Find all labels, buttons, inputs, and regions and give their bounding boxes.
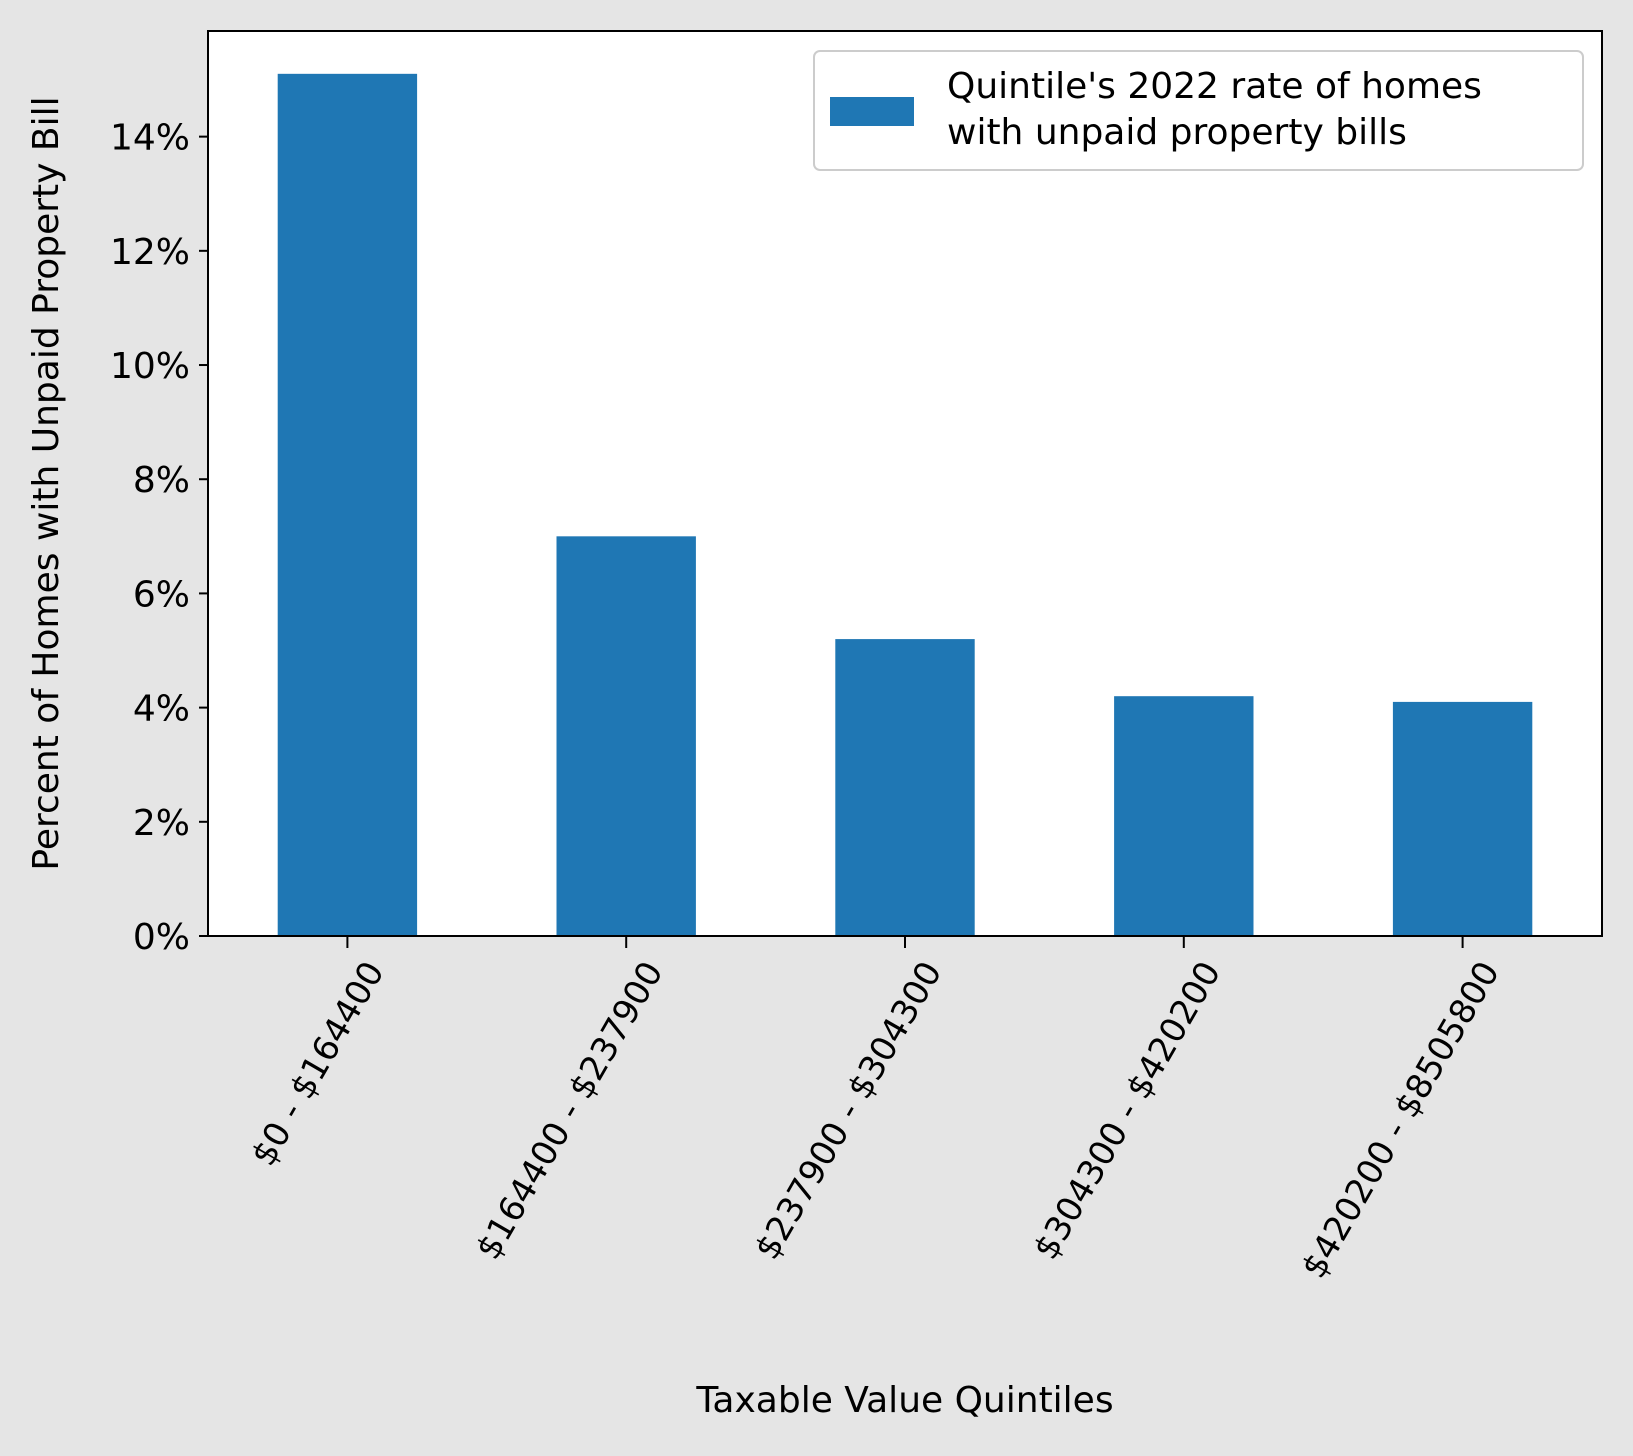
y-tick-label: 4% (133, 689, 190, 730)
bars-group (277, 73, 1533, 936)
y-axis-label: Percent of Homes with Unpaid Property Bi… (26, 96, 67, 870)
y-tick-label: 14% (110, 118, 190, 159)
bar-2 (556, 536, 696, 936)
legend-label-line-1: Quintile's 2022 rate of homes (947, 66, 1482, 107)
bar-4 (1114, 696, 1254, 936)
bar-3 (835, 639, 975, 936)
y-tick-label: 10% (110, 346, 190, 387)
y-tick-label: 8% (133, 460, 190, 501)
legend: Quintile's 2022 rate of homes with unpai… (813, 50, 1584, 171)
bar-1 (277, 73, 418, 936)
y-tick-label: 0% (133, 917, 190, 958)
legend-box (813, 50, 1584, 171)
y-axis-ticks: 0% 2% 4% 6% 8% 10% 12% 14% (110, 118, 208, 958)
y-tick-label: 2% (133, 803, 190, 844)
legend-label-line-2: with unpaid property bills (947, 112, 1407, 153)
y-tick-label: 6% (133, 574, 190, 615)
bar-5 (1392, 701, 1533, 936)
y-tick-label: 12% (110, 232, 190, 273)
legend-swatch (830, 97, 914, 126)
x-axis-label: Taxable Value Quintiles (695, 1380, 1113, 1421)
plot-frame (207, 30, 1603, 937)
